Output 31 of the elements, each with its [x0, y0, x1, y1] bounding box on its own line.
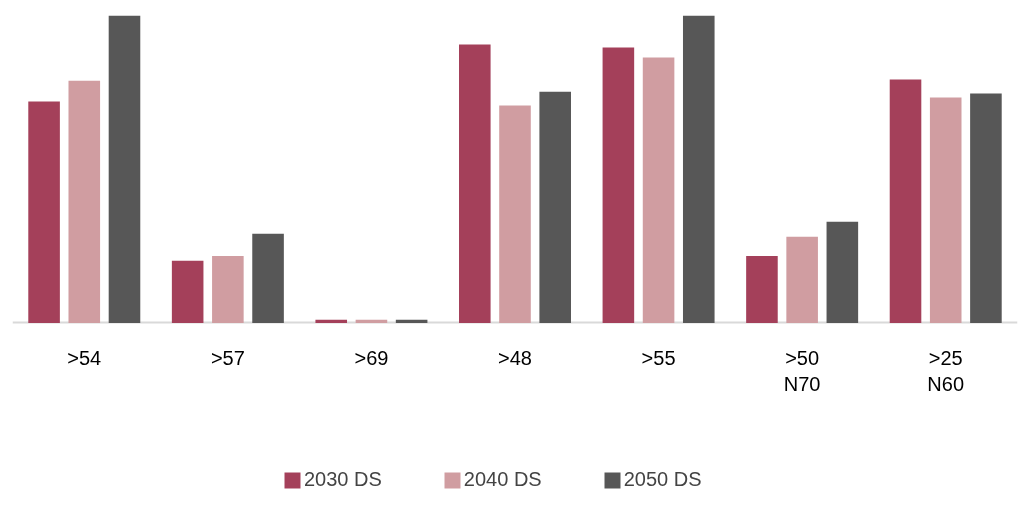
bar: [108, 15, 141, 323]
bar: [355, 319, 388, 323]
bar: [212, 255, 244, 323]
bar: [682, 15, 715, 323]
x-tick-label: >54: [67, 346, 102, 369]
bar: [68, 80, 101, 323]
legend-label: 2040 DS: [463, 468, 542, 491]
bar: [395, 319, 428, 323]
bar: [499, 105, 531, 323]
legend-label: 2050 DS: [623, 468, 702, 491]
bar: [171, 260, 204, 323]
legend-label: 2030 DS: [304, 468, 382, 491]
bar: [539, 91, 571, 323]
x-tick-label: >55: [641, 346, 676, 369]
bar: [786, 236, 818, 323]
bar: [970, 93, 1002, 323]
bar: [642, 57, 675, 323]
bar: [252, 233, 284, 323]
bar: [929, 97, 962, 323]
bar: [459, 44, 491, 323]
bar: [826, 221, 859, 323]
bar: [889, 79, 922, 323]
bar: [28, 101, 60, 323]
x-tick-label: >25 N60: [927, 346, 965, 396]
bar: [315, 319, 348, 323]
x-tick-label: >48: [498, 346, 532, 369]
x-tick-label: >57: [210, 346, 245, 369]
bar: [746, 255, 778, 323]
x-tick-label: >69: [354, 346, 389, 369]
bar: [602, 47, 635, 323]
x-tick-label: >50 N70: [783, 346, 821, 396]
